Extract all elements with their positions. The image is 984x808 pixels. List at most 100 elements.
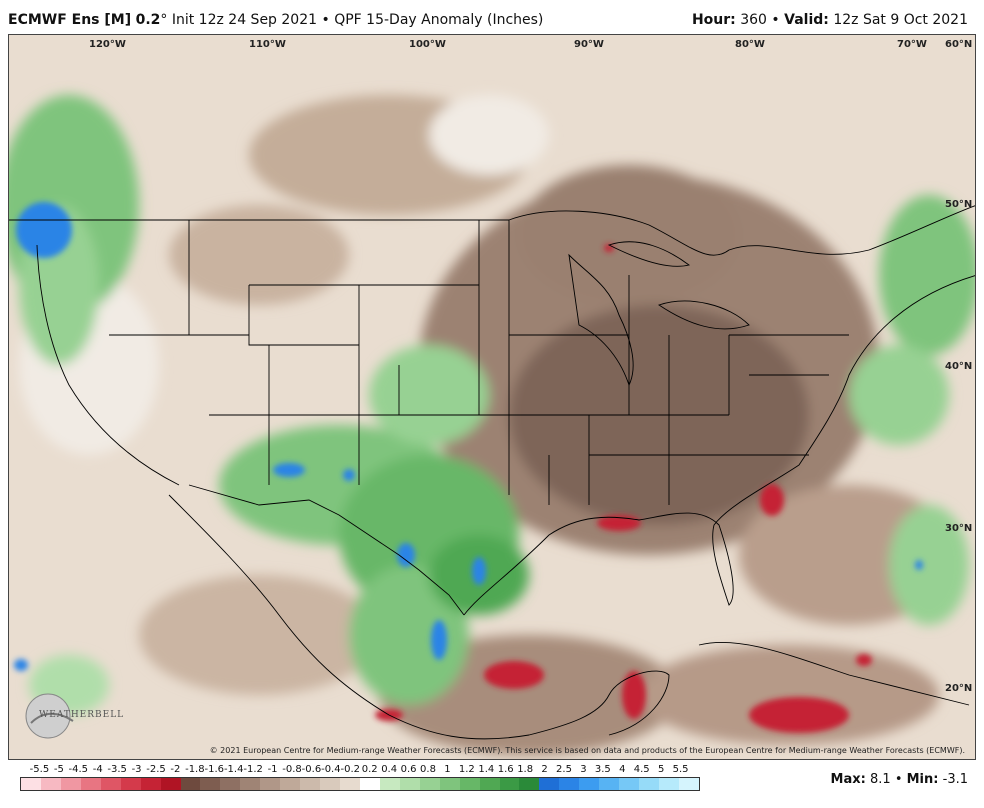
lon-label-100w: 100°W xyxy=(409,39,446,50)
legend-tick-label: 0.8 xyxy=(420,764,436,775)
lon-label-90w: 90°W xyxy=(574,39,604,50)
legend-swatch xyxy=(21,778,41,790)
legend-tick-label: -5 xyxy=(53,764,64,775)
hour-value: 360 xyxy=(740,12,767,28)
model-resolution: 0.2 xyxy=(135,12,161,28)
coast-gulf-east xyxy=(463,275,975,616)
degree-symbol: ° xyxy=(160,12,168,28)
legend-tick-label: -4.5 xyxy=(68,764,89,775)
init-time: Init 12z 24 Sep 2021 xyxy=(171,12,318,28)
separator: • xyxy=(771,12,780,28)
logo-text: WEATHERBELL xyxy=(39,710,125,720)
legend-swatch xyxy=(519,778,540,790)
lon-label-120w: 120°W xyxy=(89,39,126,50)
coast-mexico xyxy=(168,494,670,740)
legend-swatch xyxy=(379,778,400,790)
legend-swatch xyxy=(599,778,620,790)
legend-swatch xyxy=(419,778,440,790)
border-east-canada xyxy=(508,205,975,256)
boundaries xyxy=(9,205,975,740)
legend-tick-label: -0.6 xyxy=(301,764,322,775)
anomaly-shading xyxy=(9,95,975,755)
legend-swatch xyxy=(619,778,640,790)
weatherbell-logo: WEATHERBELL xyxy=(23,691,123,741)
header: ECMWF Ens [M] 0.2° Init 12z 24 Sep 2021 … xyxy=(0,0,984,34)
legend-tick-label: 1 xyxy=(444,764,451,775)
coast-west xyxy=(36,244,180,486)
max-min-readout: Max: 8.1 • Min: -3.1 xyxy=(831,772,968,787)
legend-tick-label: 2.5 xyxy=(556,764,572,775)
legend-swatch xyxy=(280,778,301,790)
legend-tick-label: 5.5 xyxy=(672,764,689,775)
legend-tick-label: 0.2 xyxy=(361,764,378,775)
lat-label-40n: 40°N xyxy=(945,361,973,372)
legend-swatch xyxy=(359,778,380,790)
legend-tick-label: 0.4 xyxy=(381,764,398,775)
legend-tick-label: 2 xyxy=(541,764,548,775)
legend-swatch xyxy=(639,778,659,790)
legend-swatch xyxy=(160,778,181,790)
legend-tick-labels: -5.5 -5 -4.5 -4 -3.5 -3 -2.5 -2 -1.8 -1.6 -1.4 -1.2… xyxy=(20,764,700,776)
legend-swatch xyxy=(40,778,61,790)
legend-swatch xyxy=(180,778,201,790)
legend-swatch xyxy=(200,778,221,790)
lat-label-50n: 50°N xyxy=(945,199,973,210)
legend-swatch xyxy=(579,778,600,790)
legend-tick-label: 1.4 xyxy=(478,764,495,775)
legend-swatch xyxy=(678,778,699,790)
legend-swatch xyxy=(220,778,241,790)
legend-tick-label: -1.4 xyxy=(223,764,244,775)
legend-tick-label: -0.2 xyxy=(340,764,361,775)
min-value: -3.1 xyxy=(942,772,968,787)
legend-tick-label: -2 xyxy=(170,764,181,775)
separator: • xyxy=(894,772,903,787)
legend-tick-label: 4 xyxy=(619,764,626,775)
product-name: QPF 15-Day Anomaly (Inches) xyxy=(334,12,544,28)
legend-tick-label: -3.5 xyxy=(107,764,127,775)
color-legend xyxy=(20,777,700,791)
lat-label-60n: 60°N xyxy=(945,39,973,50)
lon-label-70w: 70°W xyxy=(897,39,927,50)
separator: • xyxy=(321,12,330,28)
state-borders xyxy=(109,220,849,505)
legend-swatch xyxy=(80,778,101,790)
copyright-notice: © 2021 European Centre for Medium-range … xyxy=(209,746,965,755)
anomaly-map: 120°W 110°W 100°W 90°W 80°W 70°W 60°N 50… xyxy=(8,34,976,760)
legend-tick-label: 5 xyxy=(657,764,665,775)
legend-tick-label: 3.5 xyxy=(594,764,611,775)
map-title: ECMWF Ens [M] 0.2° Init 12z 24 Sep 2021 … xyxy=(8,12,543,28)
lake-superior xyxy=(607,241,691,267)
lake-michigan xyxy=(568,253,634,387)
legend-tick-label: 1.6 xyxy=(497,764,514,775)
legend-tick-label: -2.5 xyxy=(146,764,166,775)
legend-swatch xyxy=(479,778,500,790)
model-name: ECMWF Ens [M] xyxy=(8,12,132,28)
hour-label: Hour: xyxy=(691,12,736,28)
legend-tick-label: 4.5 xyxy=(633,764,650,775)
legend-tick-label: -0.8 xyxy=(282,764,302,775)
legend-swatch xyxy=(399,778,420,790)
legend-swatch xyxy=(659,778,679,790)
legend-swatch xyxy=(60,778,81,790)
lon-label-110w: 110°W xyxy=(249,39,286,50)
legend-swatch xyxy=(140,778,161,790)
legend-tick-label: -1 xyxy=(267,764,278,775)
legend-swatch xyxy=(100,778,121,790)
legend-tick-label: -4 xyxy=(92,764,103,775)
valid-value: 12z Sat 9 Oct 2021 xyxy=(833,12,968,28)
legend-swatch xyxy=(240,778,261,790)
legend-swatch xyxy=(439,778,460,790)
legend-swatch xyxy=(340,778,360,790)
legend-tick-label: -3 xyxy=(131,764,142,775)
legend-swatch xyxy=(459,778,480,790)
valid-time: Hour: 360 • Valid: 12z Sat 9 Oct 2021 xyxy=(692,12,968,28)
max-label: Max: xyxy=(830,772,866,787)
legend-tick-label: -0.4 xyxy=(321,764,341,775)
legend-tick-label: -1.2 xyxy=(243,764,263,775)
lat-label-20n: 20°N xyxy=(945,683,973,694)
legend-swatch xyxy=(120,778,141,790)
anomaly-extremes xyxy=(14,202,923,733)
legend-tick-label: 1.2 xyxy=(458,764,475,775)
legend-tick-label: 3 xyxy=(580,764,587,775)
legend-tick-label: -1.8 xyxy=(185,764,205,775)
